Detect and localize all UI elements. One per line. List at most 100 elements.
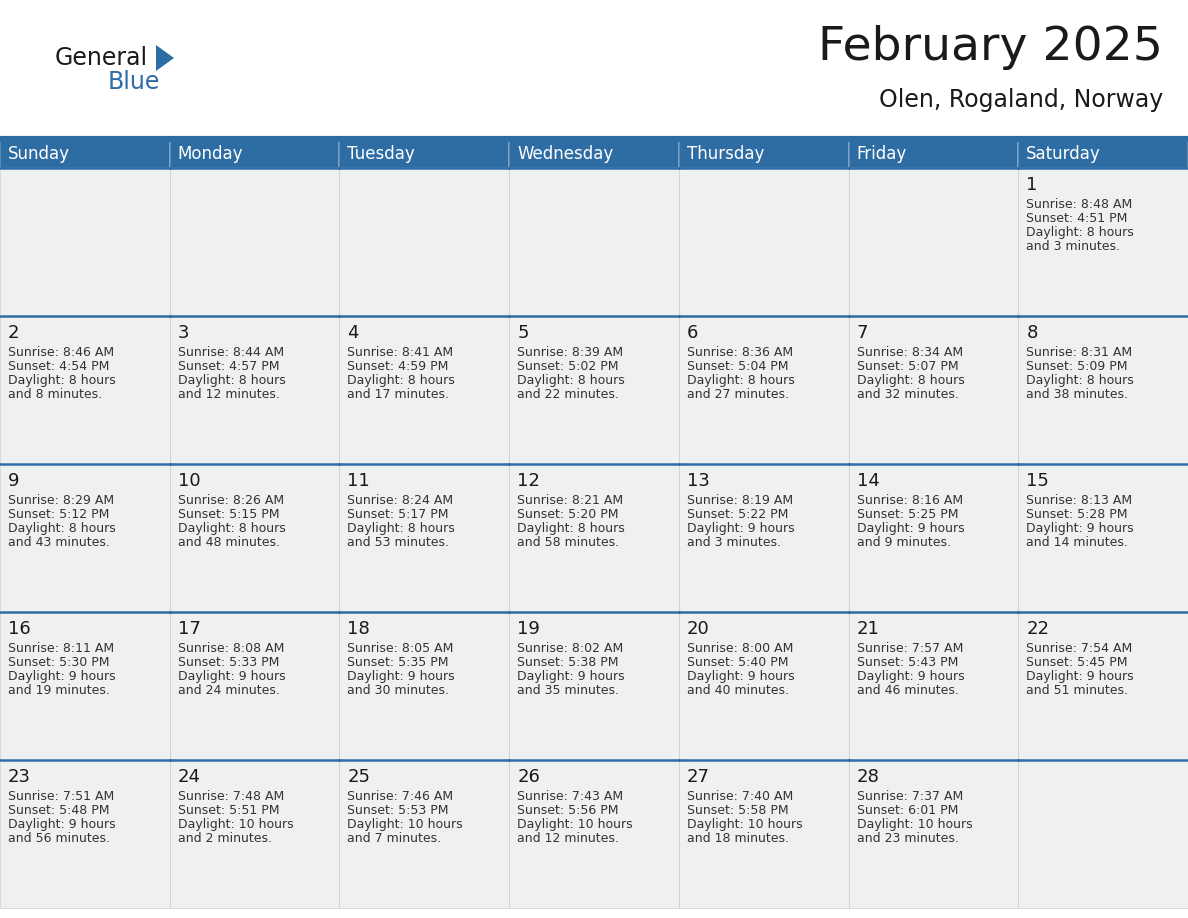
Text: Daylight: 8 hours: Daylight: 8 hours bbox=[687, 374, 795, 387]
Text: Sunset: 5:25 PM: Sunset: 5:25 PM bbox=[857, 508, 958, 521]
Text: Daylight: 9 hours: Daylight: 9 hours bbox=[517, 670, 625, 683]
Text: 14: 14 bbox=[857, 472, 879, 490]
Bar bbox=[1018, 612, 1188, 760]
Text: Sunset: 5:22 PM: Sunset: 5:22 PM bbox=[687, 508, 788, 521]
Bar bbox=[340, 760, 510, 908]
Text: Sunrise: 8:05 AM: Sunrise: 8:05 AM bbox=[347, 642, 454, 655]
Text: Sunset: 4:51 PM: Sunset: 4:51 PM bbox=[1026, 212, 1127, 225]
Text: Sunrise: 8:39 AM: Sunrise: 8:39 AM bbox=[517, 346, 624, 359]
Text: Sunrise: 7:54 AM: Sunrise: 7:54 AM bbox=[1026, 642, 1132, 655]
Text: Sunset: 5:17 PM: Sunset: 5:17 PM bbox=[347, 508, 449, 521]
Text: Sunset: 5:04 PM: Sunset: 5:04 PM bbox=[687, 360, 789, 373]
Text: Daylight: 9 hours: Daylight: 9 hours bbox=[687, 670, 795, 683]
Text: Daylight: 8 hours: Daylight: 8 hours bbox=[8, 374, 115, 387]
Text: Wednesday: Wednesday bbox=[517, 145, 613, 163]
Text: Sunset: 5:12 PM: Sunset: 5:12 PM bbox=[8, 508, 109, 521]
Text: and 43 minutes.: and 43 minutes. bbox=[8, 536, 109, 549]
Text: Sunset: 4:59 PM: Sunset: 4:59 PM bbox=[347, 360, 449, 373]
Text: Saturday: Saturday bbox=[1026, 145, 1101, 163]
Bar bbox=[848, 760, 1018, 908]
Text: 27: 27 bbox=[687, 768, 710, 786]
Bar bbox=[848, 140, 1018, 168]
Text: Daylight: 8 hours: Daylight: 8 hours bbox=[857, 374, 965, 387]
Bar bbox=[1018, 760, 1188, 908]
Polygon shape bbox=[156, 45, 173, 71]
Text: Daylight: 10 hours: Daylight: 10 hours bbox=[347, 818, 463, 831]
Text: and 7 minutes.: and 7 minutes. bbox=[347, 832, 442, 845]
Text: Sunrise: 8:21 AM: Sunrise: 8:21 AM bbox=[517, 494, 624, 507]
Text: Daylight: 8 hours: Daylight: 8 hours bbox=[8, 522, 115, 535]
Text: February 2025: February 2025 bbox=[819, 26, 1163, 71]
Text: Sunrise: 7:43 AM: Sunrise: 7:43 AM bbox=[517, 790, 624, 803]
Bar bbox=[340, 316, 510, 464]
Bar bbox=[0, 612, 170, 760]
Text: Daylight: 10 hours: Daylight: 10 hours bbox=[178, 818, 293, 831]
Text: General: General bbox=[55, 46, 148, 70]
Text: and 3 minutes.: and 3 minutes. bbox=[687, 536, 781, 549]
Text: 21: 21 bbox=[857, 620, 879, 638]
Text: Daylight: 8 hours: Daylight: 8 hours bbox=[347, 522, 455, 535]
Text: Sunset: 5:38 PM: Sunset: 5:38 PM bbox=[517, 656, 619, 669]
Text: Daylight: 9 hours: Daylight: 9 hours bbox=[687, 522, 795, 535]
Text: 22: 22 bbox=[1026, 620, 1049, 638]
Text: and 8 minutes.: and 8 minutes. bbox=[8, 388, 102, 401]
Text: 19: 19 bbox=[517, 620, 541, 638]
Text: 6: 6 bbox=[687, 324, 699, 342]
Text: Sunrise: 8:24 AM: Sunrise: 8:24 AM bbox=[347, 494, 454, 507]
Bar bbox=[170, 612, 340, 760]
Text: Daylight: 9 hours: Daylight: 9 hours bbox=[1026, 522, 1133, 535]
Text: Sunrise: 7:51 AM: Sunrise: 7:51 AM bbox=[8, 790, 114, 803]
Text: 2: 2 bbox=[8, 324, 19, 342]
Text: Sunrise: 7:48 AM: Sunrise: 7:48 AM bbox=[178, 790, 284, 803]
Bar bbox=[1018, 168, 1188, 316]
Text: Sunrise: 8:34 AM: Sunrise: 8:34 AM bbox=[857, 346, 962, 359]
Text: and 12 minutes.: and 12 minutes. bbox=[517, 832, 619, 845]
Text: Sunset: 5:40 PM: Sunset: 5:40 PM bbox=[687, 656, 789, 669]
Text: and 2 minutes.: and 2 minutes. bbox=[178, 832, 272, 845]
Text: Daylight: 8 hours: Daylight: 8 hours bbox=[517, 522, 625, 535]
Text: Sunrise: 8:29 AM: Sunrise: 8:29 AM bbox=[8, 494, 114, 507]
Text: and 40 minutes.: and 40 minutes. bbox=[687, 684, 789, 697]
Bar bbox=[1018, 316, 1188, 464]
Text: Sunrise: 7:46 AM: Sunrise: 7:46 AM bbox=[347, 790, 454, 803]
Text: Sunset: 5:28 PM: Sunset: 5:28 PM bbox=[1026, 508, 1127, 521]
Text: Olen, Rogaland, Norway: Olen, Rogaland, Norway bbox=[879, 88, 1163, 112]
Text: 7: 7 bbox=[857, 324, 868, 342]
Text: 10: 10 bbox=[178, 472, 201, 490]
Text: Sunset: 5:07 PM: Sunset: 5:07 PM bbox=[857, 360, 959, 373]
Bar bbox=[170, 168, 340, 316]
Text: Sunset: 5:53 PM: Sunset: 5:53 PM bbox=[347, 804, 449, 817]
Text: Daylight: 9 hours: Daylight: 9 hours bbox=[8, 670, 115, 683]
Bar bbox=[340, 464, 510, 612]
Bar bbox=[0, 140, 170, 168]
Text: Daylight: 8 hours: Daylight: 8 hours bbox=[178, 522, 285, 535]
Bar bbox=[510, 464, 678, 612]
Text: and 22 minutes.: and 22 minutes. bbox=[517, 388, 619, 401]
Text: and 18 minutes.: and 18 minutes. bbox=[687, 832, 789, 845]
Text: Sunset: 5:43 PM: Sunset: 5:43 PM bbox=[857, 656, 958, 669]
Bar bbox=[510, 316, 678, 464]
Text: Sunset: 5:45 PM: Sunset: 5:45 PM bbox=[1026, 656, 1127, 669]
Bar bbox=[170, 760, 340, 908]
Text: Sunset: 5:09 PM: Sunset: 5:09 PM bbox=[1026, 360, 1127, 373]
Text: Daylight: 8 hours: Daylight: 8 hours bbox=[1026, 374, 1135, 387]
Bar bbox=[848, 464, 1018, 612]
Text: Sunrise: 8:44 AM: Sunrise: 8:44 AM bbox=[178, 346, 284, 359]
Text: 3: 3 bbox=[178, 324, 189, 342]
Bar bbox=[510, 140, 678, 168]
Text: and 14 minutes.: and 14 minutes. bbox=[1026, 536, 1129, 549]
Text: and 46 minutes.: and 46 minutes. bbox=[857, 684, 959, 697]
Text: Sunrise: 7:57 AM: Sunrise: 7:57 AM bbox=[857, 642, 963, 655]
Text: Sunset: 5:20 PM: Sunset: 5:20 PM bbox=[517, 508, 619, 521]
Text: Sunrise: 8:46 AM: Sunrise: 8:46 AM bbox=[8, 346, 114, 359]
Text: 15: 15 bbox=[1026, 472, 1049, 490]
Text: and 35 minutes.: and 35 minutes. bbox=[517, 684, 619, 697]
Text: and 51 minutes.: and 51 minutes. bbox=[1026, 684, 1129, 697]
Text: Thursday: Thursday bbox=[687, 145, 764, 163]
Text: 20: 20 bbox=[687, 620, 709, 638]
Text: Sunset: 4:57 PM: Sunset: 4:57 PM bbox=[178, 360, 279, 373]
Text: Sunset: 5:02 PM: Sunset: 5:02 PM bbox=[517, 360, 619, 373]
Text: and 56 minutes.: and 56 minutes. bbox=[8, 832, 110, 845]
Text: Sunrise: 8:16 AM: Sunrise: 8:16 AM bbox=[857, 494, 962, 507]
Text: and 24 minutes.: and 24 minutes. bbox=[178, 684, 279, 697]
